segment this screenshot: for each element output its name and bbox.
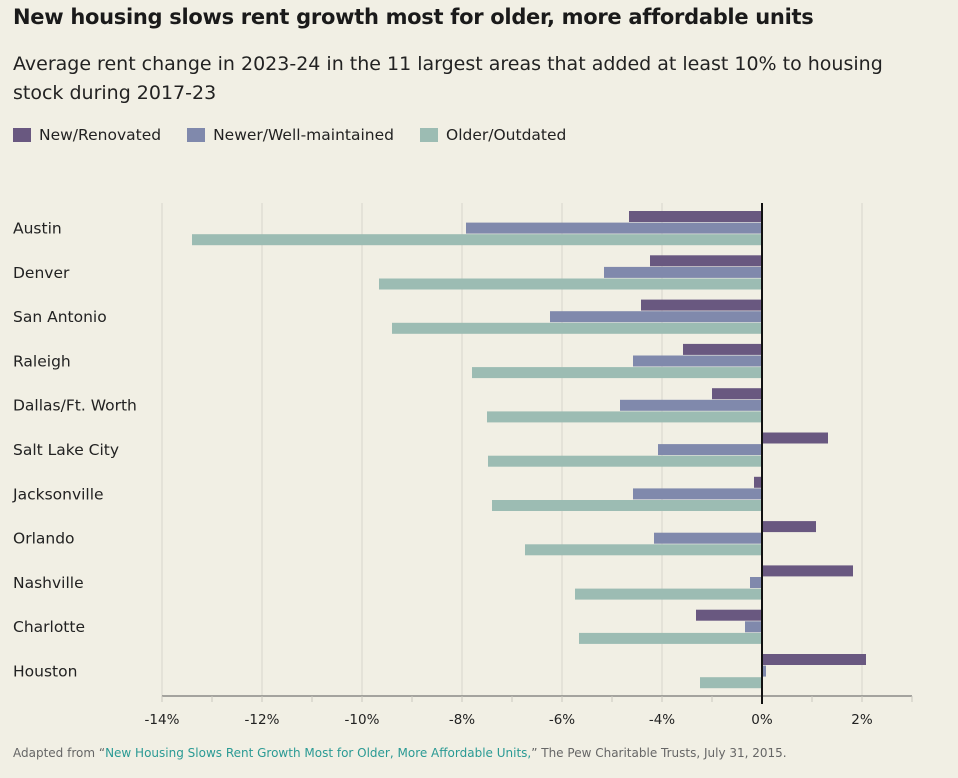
chart-title: New housing slows rent growth most for o…	[13, 5, 814, 29]
bar-newer-well-maintained	[604, 266, 762, 278]
category-label: Nashville	[13, 574, 84, 592]
legend-item-new-renovated: New/Renovated	[13, 126, 161, 144]
category-label: Austin	[13, 220, 62, 238]
bar-newer-well-maintained	[633, 488, 762, 500]
category-label: Houston	[13, 663, 77, 681]
legend-swatch-older-outdated	[420, 128, 438, 142]
bar-older-outdated	[492, 500, 762, 511]
category-label: Denver	[13, 264, 70, 282]
bar-new-renovated	[696, 609, 762, 621]
bar-older-outdated	[487, 411, 762, 423]
category-label: Charlotte	[13, 618, 85, 636]
bar-newer-well-maintained	[762, 665, 766, 677]
category-label: Jacksonville	[12, 485, 104, 503]
bar-older-outdated	[579, 632, 762, 644]
legend-label: New/Renovated	[39, 126, 162, 144]
bar-new-renovated	[762, 654, 866, 665]
x-tick-label: -14%	[145, 712, 180, 728]
legend-swatch-newer-well-maintained	[187, 128, 206, 142]
bar-newer-well-maintained	[750, 577, 762, 588]
bar-newer-well-maintained	[466, 222, 762, 234]
bar-new-renovated	[650, 255, 762, 267]
category-label: Raleigh	[13, 352, 71, 370]
x-tick-label: -10%	[345, 712, 380, 728]
bar-newer-well-maintained	[550, 311, 762, 323]
bar-new-renovated	[762, 565, 853, 577]
bar-newer-well-maintained	[658, 444, 762, 456]
bar-older-outdated	[488, 455, 762, 467]
x-tick-label: -6%	[549, 712, 575, 728]
bar-new-renovated	[712, 388, 762, 400]
bar-newer-well-maintained	[745, 621, 762, 633]
category-label: San Antonio	[13, 308, 107, 326]
bar-chart: -14% -12% -10% -8% -6% -4% 0% 2% Austin Denver San…	[12, 203, 913, 728]
source-suffix: ” The Pew Charitable Trusts, July 31, 20…	[531, 746, 787, 760]
source-link[interactable]: New Housing Slows Rent Growth Most for O…	[105, 746, 532, 760]
bar-new-renovated	[754, 476, 762, 488]
legend-swatch-new-renovated	[13, 128, 31, 142]
legend: New/Renovated Newer/Well-maintained Olde…	[13, 126, 566, 144]
bar-newer-well-maintained	[633, 355, 762, 367]
legend-item-older-outdated: Older/Outdated	[420, 126, 566, 144]
category-label: Dallas/Ft. Worth	[13, 397, 137, 415]
bar-new-renovated	[683, 343, 762, 355]
bar-newer-well-maintained	[620, 399, 762, 411]
chart-subtitle: Average rent change in 2023-24 in the 11…	[13, 53, 883, 104]
legend-label: Newer/Well-maintained	[213, 126, 394, 144]
x-tick-label: 0%	[751, 712, 773, 728]
bar-new-renovated	[762, 432, 828, 444]
bar-older-outdated	[192, 234, 762, 246]
category-label: Orlando	[13, 530, 75, 548]
bar-older-outdated	[379, 278, 762, 290]
category-label: Salt Lake City	[13, 441, 119, 459]
bar-new-renovated	[641, 299, 762, 311]
bar-older-outdated	[525, 544, 762, 556]
bar-older-outdated	[472, 367, 762, 379]
x-tick-label: -4%	[649, 712, 675, 728]
bar-new-renovated	[762, 521, 816, 533]
legend-label: Older/Outdated	[446, 126, 567, 144]
x-tick-label: -12%	[245, 712, 280, 728]
bar-older-outdated	[575, 588, 762, 600]
x-tick-label: -8%	[449, 712, 475, 728]
bar-older-outdated	[392, 322, 762, 334]
bar-new-renovated	[629, 211, 762, 222]
bar-newer-well-maintained	[654, 532, 762, 544]
legend-item-newer-well-maintained: Newer/Well-maintained	[187, 126, 394, 144]
x-tick-label: 2%	[851, 712, 873, 728]
source-note: Adapted from “New Housing Slows Rent Gro…	[13, 746, 787, 760]
source-prefix: Adapted from “	[13, 746, 106, 760]
bar-older-outdated	[700, 677, 762, 689]
